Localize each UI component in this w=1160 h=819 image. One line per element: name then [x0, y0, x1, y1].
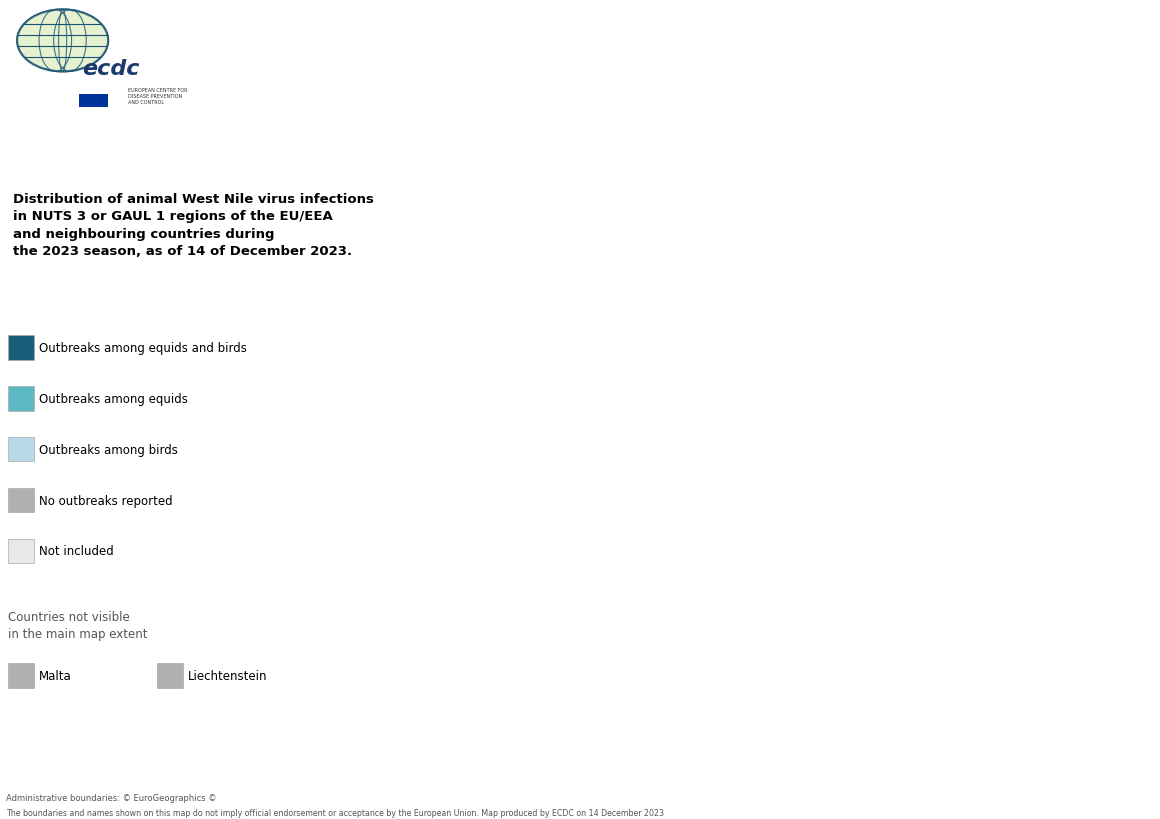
Text: Distribution of animal West Nile virus infections
in NUTS 3 or GAUL 1 regions of: Distribution of animal West Nile virus i… [13, 192, 374, 258]
Bar [157, 663, 183, 688]
Bar [8, 437, 35, 462]
Text: ecdc: ecdc [82, 59, 140, 79]
Text: Administrative boundaries: © EuroGeographics ©: Administrative boundaries: © EuroGeograp… [6, 793, 216, 802]
Text: Liechtenstein: Liechtenstein [188, 669, 268, 682]
Text: No outbreaks reported: No outbreaks reported [39, 494, 173, 507]
Bar [8, 663, 35, 688]
Bar [8, 336, 35, 360]
Circle shape [17, 11, 108, 72]
Text: Countries not visible
in the main map extent: Countries not visible in the main map ex… [8, 610, 147, 640]
Text: Outbreaks among equids and birds: Outbreaks among equids and birds [39, 342, 247, 355]
Text: Malta: Malta [39, 669, 72, 682]
Text: Outbreaks among birds: Outbreaks among birds [39, 443, 177, 456]
Text: Outbreaks among equids: Outbreaks among equids [39, 392, 188, 405]
Bar [8, 539, 35, 563]
Bar [79, 94, 108, 108]
Text: The boundaries and names shown on this map do not imply official endorsement or : The boundaries and names shown on this m… [6, 808, 664, 817]
Text: EUROPEAN CENTRE FOR
DISEASE PREVENTION
AND CONTROL: EUROPEAN CENTRE FOR DISEASE PREVENTION A… [128, 88, 187, 105]
Text: Not included: Not included [39, 545, 114, 558]
Bar [8, 488, 35, 513]
Bar [8, 387, 35, 411]
